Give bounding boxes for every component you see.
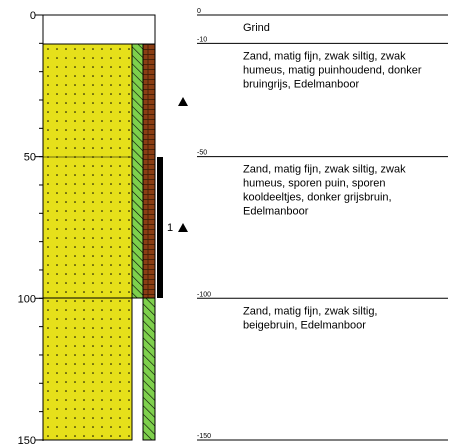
layer-description: Edelmanboor (243, 206, 309, 218)
sample-marker (178, 223, 188, 232)
sample-label: 1 (167, 222, 173, 234)
depth-tick-label: 100 (18, 293, 36, 305)
debris-strip (143, 44, 155, 298)
boundary-label: 0 (197, 8, 201, 15)
layer-description: Grind (243, 22, 270, 34)
layer-description: humeus, sporen puin, sporen (243, 178, 385, 190)
depth-tick-label: 0 (30, 10, 36, 22)
boundary-label: -50 (197, 150, 207, 157)
layer-description: beigebruin, Edelmanboor (243, 319, 366, 331)
boundary-label: -100 (197, 291, 211, 298)
boundary-label: -150 (197, 433, 211, 440)
layer-description: kooldeeltjes, donker grijsbruin, (243, 192, 392, 204)
grind-cell (43, 15, 155, 44)
depth-tick-label: 50 (24, 152, 36, 164)
depth-tick-label: 150 (18, 435, 36, 447)
boundary-label: -10 (197, 36, 207, 43)
humus-strip (132, 44, 143, 298)
sample-bar (157, 157, 163, 298)
layer-description: Zand, matig fijn, zwak siltig, (243, 305, 378, 317)
layer-description: bruingrijs, Edelmanboor (243, 78, 360, 90)
sand-column (43, 44, 132, 440)
layer-description: Zand, matig fijn, zwak siltig, zwak (243, 50, 406, 62)
silt-strip (143, 298, 155, 440)
water-marker (178, 97, 188, 106)
layer-description: humeus, matig puinhoudend, donker (243, 64, 422, 76)
layer-description: Zand, matig fijn, zwak siltig, zwak (243, 164, 406, 176)
borehole-log: 1 0 50 100 150 0 -10 -50 -100 -150 Grind Zand, mat… (0, 0, 471, 447)
